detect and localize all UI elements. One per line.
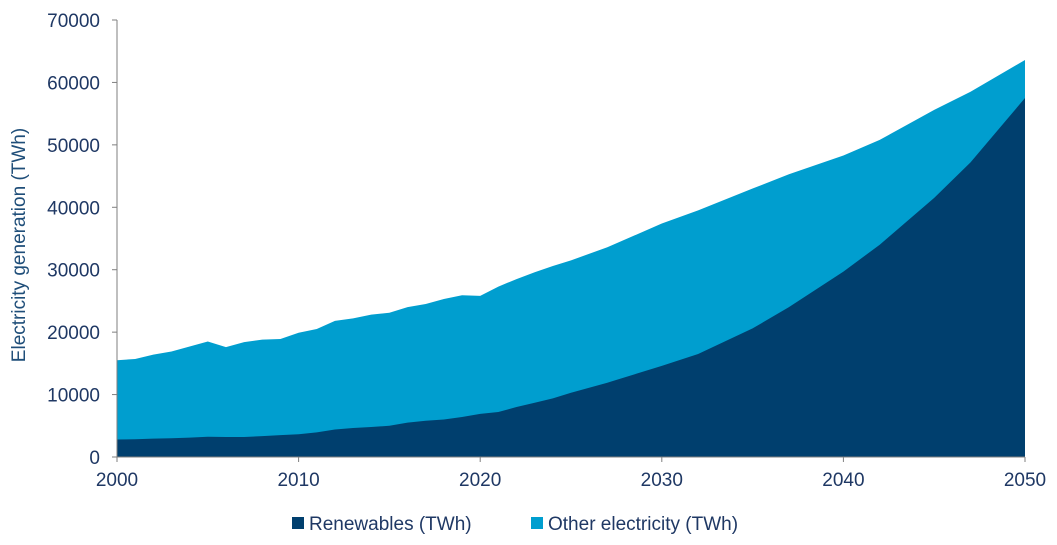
x-tick-label: 2030 [641,470,683,491]
x-tick-label: 2040 [822,470,864,491]
renewables-area [117,98,1025,457]
legend-swatch-renewables [292,517,304,529]
x-tick-label: 2000 [96,470,138,491]
legend-swatch-other-electricity [531,517,543,529]
legend: Renewables (TWh) Other electricity (TWh) [292,514,738,535]
plot-area [117,59,1025,457]
y-tick-label: 40000 [47,198,100,219]
y-tick-label: 0 [89,448,100,469]
x-axis-ticks: 2000 2010 2020 2030 2040 2050 [96,457,1046,491]
x-tick-label: 2050 [1004,470,1046,491]
legend-label-other-electricity: Other electricity (TWh) [548,514,738,535]
y-tick-label: 10000 [47,386,100,407]
y-tick-label: 30000 [47,261,100,282]
y-axis-ticks: 0 10000 20000 30000 40000 50000 60000 70000 [47,11,117,469]
y-tick-label: 60000 [47,73,100,94]
y-tick-label: 70000 [47,11,100,32]
x-tick-label: 2010 [277,470,319,491]
y-tick-label: 50000 [47,136,100,157]
y-tick-label: 20000 [47,323,100,344]
y-axis-title: Electricity generation (TWh) [9,128,30,362]
legend-label-renewables: Renewables (TWh) [309,514,472,535]
x-tick-label: 2020 [459,470,501,491]
